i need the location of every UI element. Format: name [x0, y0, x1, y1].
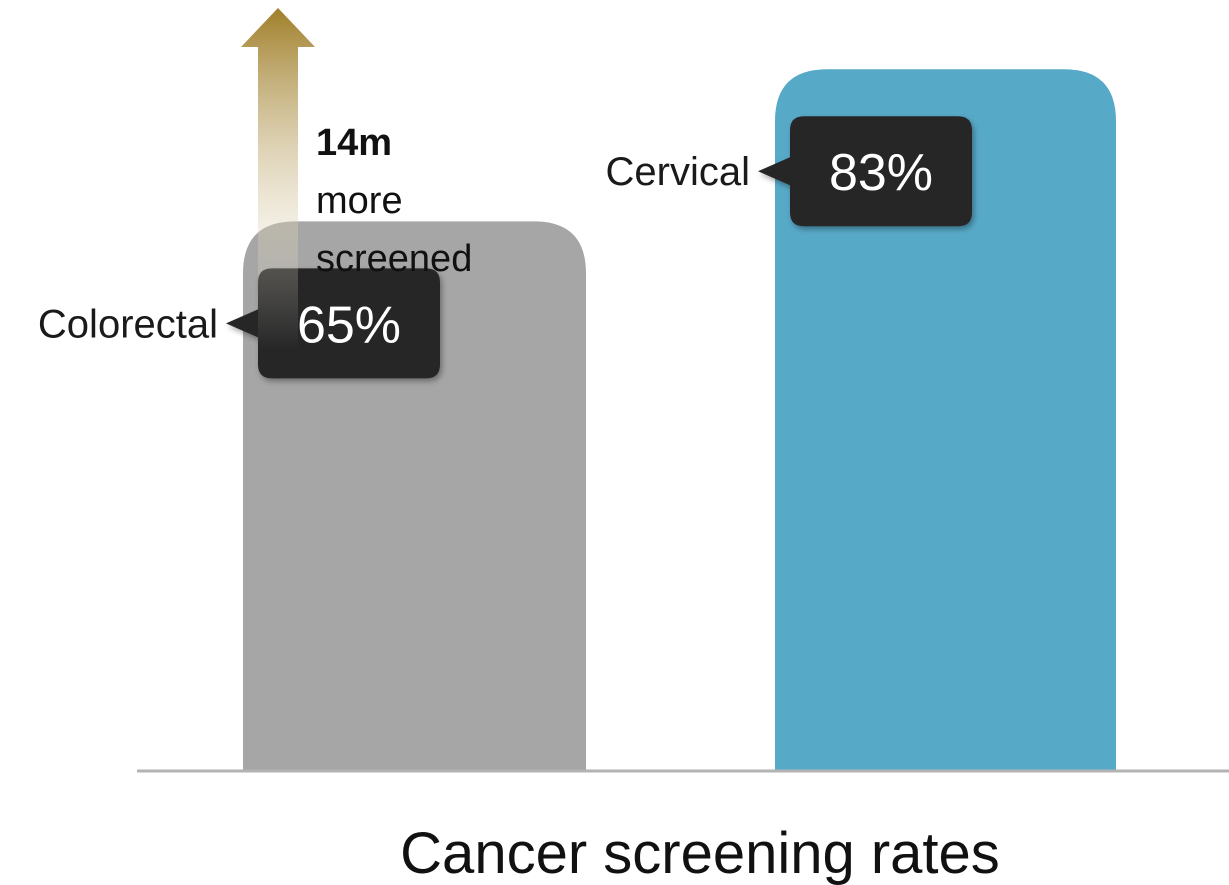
- increase-annotation: 14m more screened: [241, 8, 472, 350]
- data-label-colorectal: 65%: [297, 296, 401, 354]
- value-callout-colorectal: 65% Colorectal: [38, 268, 440, 379]
- value-callout-cervical: 83% Cervical: [606, 116, 972, 227]
- category-label-colorectal: Colorectal: [38, 302, 218, 346]
- callout-box-cervical: [758, 116, 972, 227]
- annotation-line-1: more: [316, 180, 403, 222]
- bars-group: 65% Colorectal 83% Cervical: [38, 69, 1116, 771]
- annotation-line-2: screened: [316, 238, 472, 280]
- bar-cervical: [775, 69, 1116, 771]
- annotation-bold-text: 14m: [316, 122, 392, 164]
- data-label-cervical: 83%: [829, 144, 933, 202]
- category-label-cervical: Cervical: [606, 150, 750, 194]
- up-arrow-icon: [241, 8, 315, 350]
- x-axis-label: Cancer screening rates: [400, 821, 1000, 885]
